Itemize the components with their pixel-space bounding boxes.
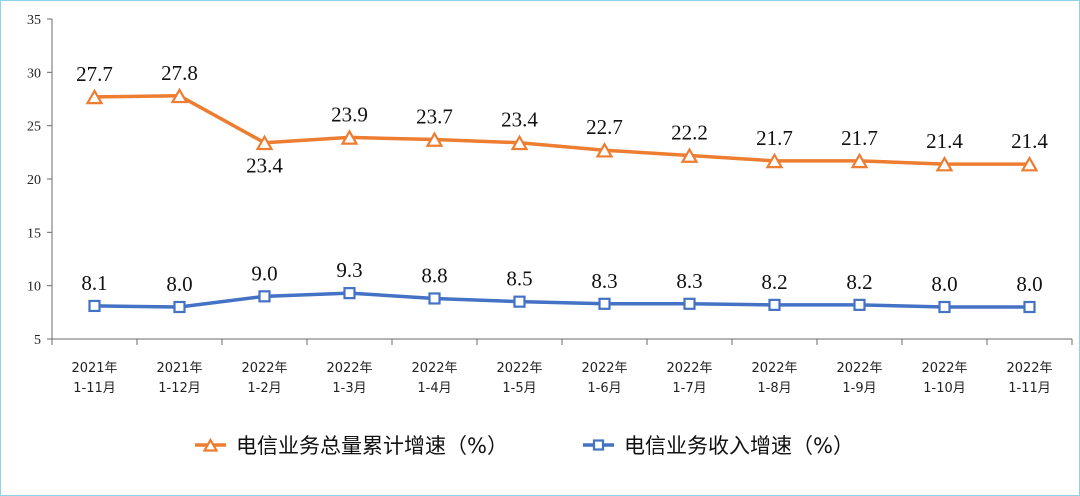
legend-label: 电信业务总量累计增速（%） — [236, 434, 508, 458]
marker-total-volume — [595, 141, 614, 158]
marker-revenue — [853, 298, 866, 311]
marker-revenue — [1023, 300, 1036, 314]
data-label-revenue: 8.1 — [81, 271, 107, 295]
x-tick-label: 1-5月 — [502, 381, 536, 396]
marker-revenue — [88, 299, 101, 313]
data-label-revenue: 8.2 — [846, 270, 872, 294]
y-tick-label: 15 — [27, 226, 41, 241]
x-tick-label: 1-2月 — [247, 381, 281, 396]
data-label-revenue: 8.2 — [761, 270, 787, 294]
data-labels: 27.7 27.8 23.4 23.9 23.7 23.4 22.7 22.2 21.7 21.7… — [76, 61, 1048, 296]
marker-revenue — [428, 292, 441, 305]
marker-revenue — [938, 300, 951, 314]
marker-revenue — [683, 297, 696, 310]
data-label-total-volume: 27.7 — [76, 62, 113, 86]
data-label-revenue: 8.8 — [421, 263, 447, 287]
x-tick-label: 2022年 — [666, 361, 712, 376]
x-tick-label: 1-7月 — [672, 381, 706, 396]
marker-revenue — [173, 300, 186, 314]
y-tick-label: 25 — [27, 120, 41, 135]
x-tick-label: 2022年 — [496, 361, 542, 376]
legend-item-total-volume: 电信业务总量累计增速（%） — [195, 434, 508, 458]
data-label-total-volume: 22.2 — [671, 121, 708, 145]
x-tick-label: 1-9月 — [842, 381, 876, 396]
marker-total-volume — [170, 87, 189, 104]
data-label-total-volume: 22.7 — [586, 115, 623, 139]
data-label-revenue: 8.0 — [931, 272, 957, 296]
legend-marker — [202, 437, 219, 452]
data-label-total-volume: 23.4 — [246, 154, 283, 178]
marker-total-volume — [680, 147, 699, 163]
data-label-total-volume: 21.7 — [841, 126, 878, 150]
marker-revenue — [513, 295, 526, 308]
x-tick-label: 2022年 — [581, 361, 627, 376]
y-tick-label: 20 — [27, 173, 41, 188]
data-label-revenue: 8.0 — [1016, 272, 1042, 296]
data-label-revenue: 8.5 — [506, 267, 532, 291]
x-tick-label: 1-10月 — [923, 381, 966, 396]
series-line-revenue — [94, 291, 1030, 309]
data-label-revenue: 8.3 — [591, 269, 617, 293]
marker-total-volume — [765, 152, 784, 169]
x-tick-label: 1-3月 — [332, 381, 366, 396]
series-lines — [94, 94, 1030, 309]
x-tick-label: 2022年 — [241, 361, 287, 376]
axes — [47, 18, 1073, 345]
x-tick-label: 2022年 — [751, 361, 797, 376]
y-tick-label: 30 — [27, 66, 41, 81]
x-category-labels: 2021年 1-11月 2021年 1-12月 2022年 1-2月 2022年 1-3月 20… — [71, 361, 1052, 396]
data-label-revenue: 8.0 — [166, 272, 192, 296]
data-label-total-volume: 23.4 — [501, 108, 538, 132]
data-label-revenue: 8.3 — [676, 269, 702, 293]
y-tick-labels: 5 10 15 20 25 30 35 — [27, 13, 41, 348]
data-label-total-volume: 27.8 — [161, 61, 198, 85]
data-label-total-volume: 21.4 — [1011, 129, 1048, 153]
marker-total-volume — [935, 155, 954, 172]
y-tick-label: 10 — [27, 280, 41, 295]
legend-label: 电信业务收入增速（%） — [624, 434, 854, 458]
marker-total-volume — [255, 134, 274, 151]
marker-total-volume — [340, 129, 359, 145]
x-tick-label: 2022年 — [1006, 361, 1052, 376]
marker-total-volume — [850, 152, 869, 169]
x-tick-label: 2022年 — [326, 361, 372, 376]
x-tick-label: 2022年 — [411, 361, 457, 376]
legend-marker — [592, 439, 605, 451]
marker-total-volume — [1020, 155, 1039, 172]
x-tick-label: 1-12月 — [158, 381, 201, 396]
y-tick-label: 5 — [34, 333, 41, 348]
series-markers — [85, 87, 1039, 314]
x-tick-label: 1-11月 — [1008, 381, 1051, 396]
marker-revenue — [598, 297, 611, 310]
legend: 电信业务总量累计增速（%） 电信业务收入增速（%） — [195, 434, 854, 458]
x-tick-label: 1-8月 — [757, 381, 791, 396]
x-tick-label: 2022年 — [836, 361, 882, 376]
y-tick-label: 35 — [27, 13, 41, 28]
marker-total-volume — [510, 134, 529, 151]
marker-revenue — [343, 287, 356, 300]
marker-total-volume — [85, 88, 104, 105]
x-tick-label: 2021年 — [71, 361, 117, 376]
x-tick-label: 1-6月 — [587, 381, 621, 396]
series-line-total-volume — [94, 94, 1030, 166]
data-label-revenue: 9.0 — [251, 261, 277, 285]
marker-revenue — [768, 298, 781, 311]
x-tick-label: 1-4月 — [417, 381, 451, 396]
x-tick-label: 2022年 — [921, 361, 967, 376]
x-tick-label: 1-11月 — [73, 381, 116, 396]
marker-total-volume — [425, 131, 444, 147]
marker-revenue — [258, 290, 271, 303]
data-label-total-volume: 21.4 — [926, 129, 963, 153]
data-label-total-volume: 21.7 — [756, 126, 793, 150]
data-label-total-volume: 23.9 — [331, 102, 368, 126]
legend-item-revenue: 电信业务收入增速（%） — [583, 434, 854, 458]
data-label-total-volume: 23.7 — [416, 105, 453, 129]
x-tick-label: 2021年 — [156, 361, 202, 376]
data-label-revenue: 9.3 — [336, 258, 362, 282]
